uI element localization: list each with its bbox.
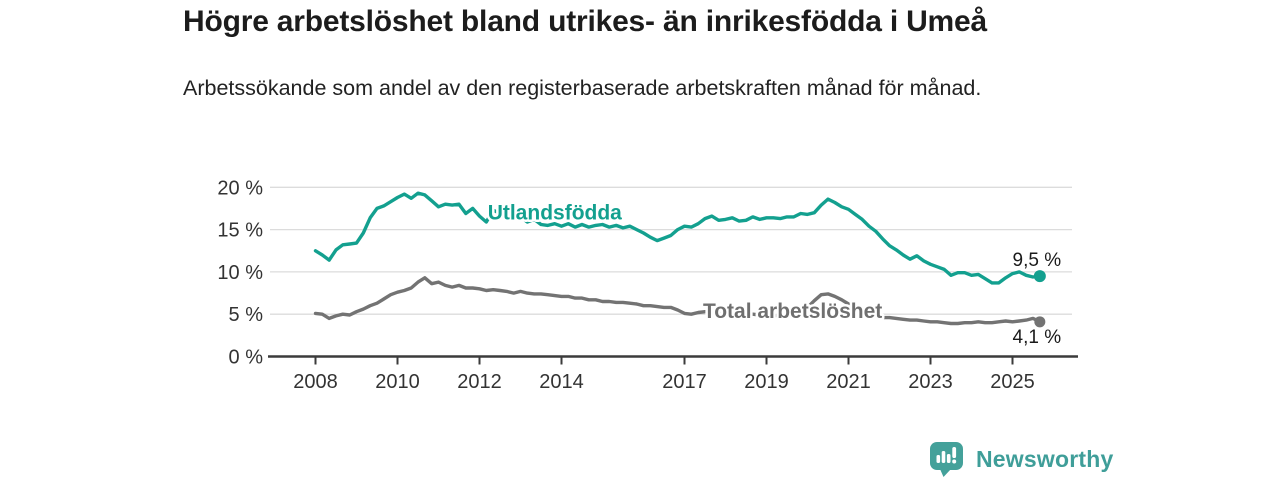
x-axis-tick-label: 2014: [539, 371, 584, 393]
x-axis-tick-label: 2025: [990, 371, 1035, 393]
series-end-value-label: 4,1 %: [1013, 327, 1062, 348]
series-label: Total arbetslöshet: [703, 300, 882, 323]
x-axis-tick-label: 2023: [908, 371, 953, 393]
series-line-utlandsfodda: [313, 191, 1042, 285]
y-axis-tick-label: 0 %: [229, 347, 264, 369]
series-line-total: [313, 276, 1042, 326]
brand-name: Newsworthy: [976, 446, 1114, 472]
chart-subtitle: Arbetssökande som andel av den registerb…: [183, 76, 982, 100]
x-axis-tick-label: 2021: [826, 371, 871, 393]
brand-footer: Newsworthy: [929, 441, 1113, 478]
y-axis-tick-label: 20 %: [217, 177, 263, 199]
x-axis-tick-label: 2008: [293, 371, 338, 393]
x-axis-tick-label: 2010: [375, 371, 420, 393]
y-axis-tick-label: 15 %: [217, 220, 263, 242]
series-end-dot: [1033, 270, 1046, 283]
series-label: Utlandsfödda: [488, 202, 622, 225]
x-axis-tick-label: 2012: [457, 371, 502, 393]
newsworthy-logo-icon: [930, 442, 963, 477]
y-axis-tick-label: 5 %: [229, 304, 264, 326]
series-end-dot: [1034, 316, 1046, 328]
page-title: Högre arbetslöshet bland utrikes- än inr…: [183, 5, 988, 38]
x-axis-tick-label: 2017: [662, 371, 707, 393]
series-end-value-label: 9,5 %: [1013, 250, 1062, 271]
y-axis-tick-label: 10 %: [217, 262, 263, 284]
x-axis-tick-label: 2019: [744, 371, 789, 393]
